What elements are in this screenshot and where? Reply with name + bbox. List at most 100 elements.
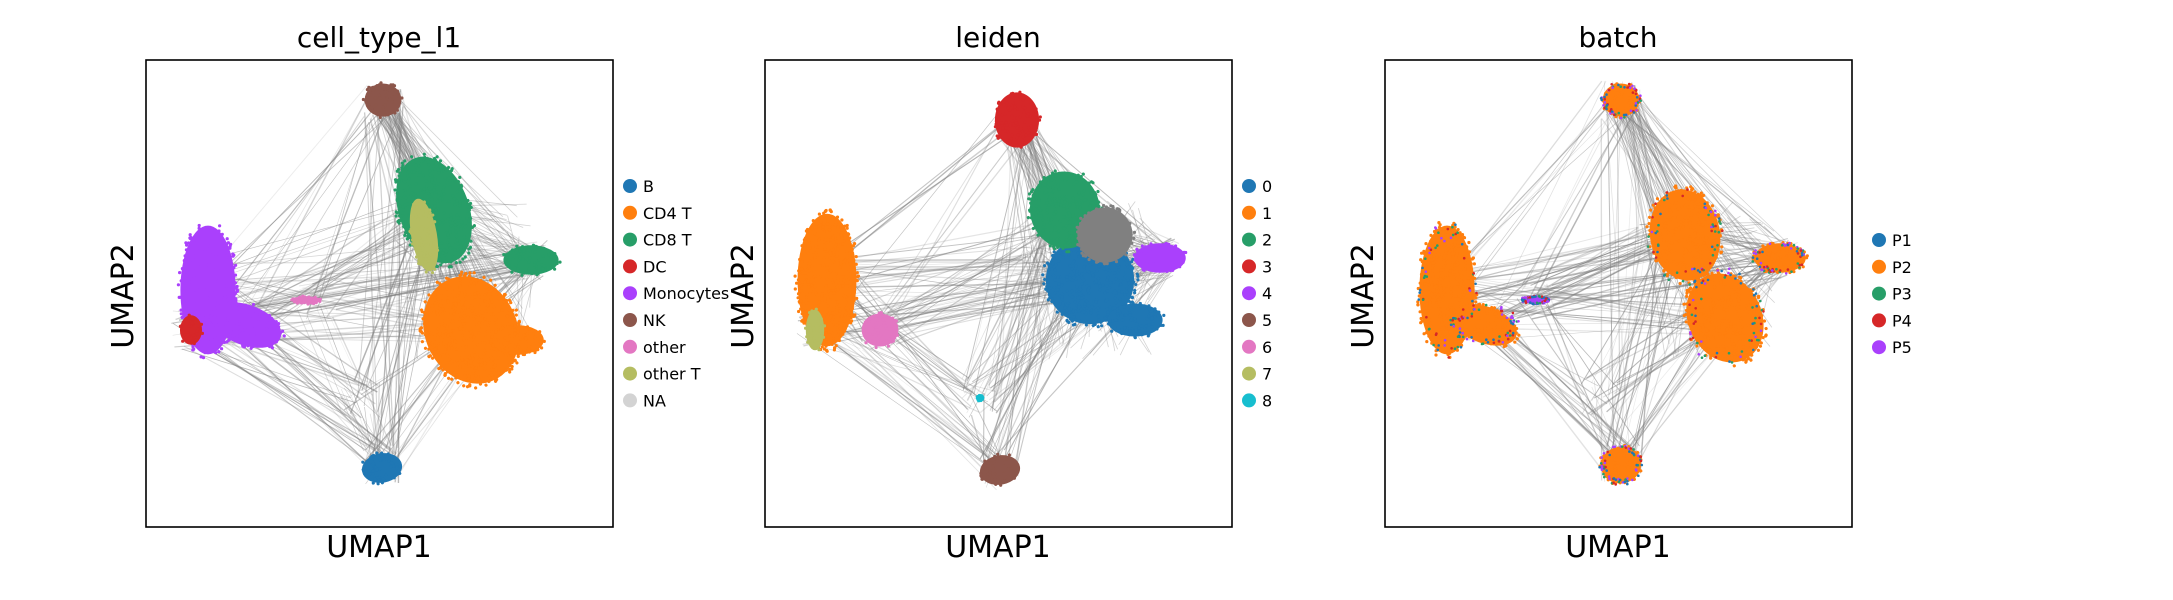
cell-cluster [502, 243, 562, 277]
legend-item: P3 [1872, 285, 1912, 304]
panel-title: batch [1578, 21, 1657, 54]
panel-title: leiden [955, 21, 1041, 54]
plot-area [171, 81, 562, 486]
legend-item: NK [623, 311, 666, 330]
axes-frame [145, 59, 614, 528]
x-axis-label: UMAP1 [1565, 530, 1671, 565]
legend-marker [1242, 232, 1256, 247]
legend-marker [1242, 393, 1256, 408]
legend-item: Monocytes [623, 284, 729, 303]
cell-cluster [408, 198, 440, 275]
cell-cluster [1103, 301, 1166, 340]
legend-label: CD4 T [643, 204, 692, 223]
cell-cluster [975, 393, 985, 403]
y-axis-label: UMAP2 [106, 243, 141, 349]
legend-item: P4 [1872, 311, 1912, 330]
legend-item: 1 [1242, 204, 1272, 223]
legend-marker [1872, 259, 1886, 274]
legend-item: 5 [1242, 311, 1272, 330]
legend-label: P2 [1892, 258, 1912, 277]
legend-marker [1242, 205, 1256, 220]
cell-cluster [207, 301, 286, 350]
legend-marker [623, 232, 637, 247]
cell-cluster [361, 81, 404, 119]
legend-label: 8 [1262, 391, 1272, 410]
panel-cell-type-l1: cell_type_l1 UMAP1 UMAP2 B CD4 T CD8 T DC Mo… [106, 21, 729, 565]
x-axis-label: UMAP1 [326, 530, 432, 565]
legend: B CD4 T CD8 T DC Monocytes NK other other T NA [623, 177, 729, 410]
legend-item: 0 [1242, 177, 1272, 196]
legend-label: 7 [1262, 365, 1272, 384]
legend-item: 2 [1242, 231, 1272, 250]
legend-label: other [643, 338, 686, 357]
legend-marker [1872, 340, 1886, 355]
plot-area [793, 90, 1188, 491]
cell-cluster [979, 452, 1021, 487]
legend-marker [1872, 313, 1886, 328]
legend-marker [1872, 233, 1886, 247]
legend-item: 4 [1242, 284, 1272, 303]
legend-label: DC [643, 257, 667, 276]
legend-marker [1242, 179, 1256, 193]
legend-marker [623, 259, 637, 274]
legend-item: 7 [1242, 365, 1272, 384]
legend-marker [1242, 313, 1256, 327]
legend-marker [1242, 259, 1256, 274]
cell-cluster [361, 451, 403, 486]
legend-label: 4 [1262, 284, 1272, 303]
y-axis-label: UMAP2 [726, 243, 761, 349]
axes-frame [764, 59, 1233, 528]
legend-label: 6 [1262, 338, 1272, 357]
panel-leiden: leiden UMAP1 UMAP2 0 1 2 3 4 5 6 7 8 [726, 21, 1272, 565]
legend-item: P2 [1872, 258, 1912, 277]
cell-cluster [418, 270, 524, 390]
legend-label: 1 [1262, 204, 1272, 223]
legend-marker [623, 366, 637, 381]
legend-item: other [623, 338, 686, 357]
panel-batch: batch UMAP1 UMAP2 P1 P2 P3 P4 P5 [1346, 21, 1912, 565]
legend-marker [1242, 286, 1256, 301]
legend-label: P1 [1892, 231, 1912, 250]
legend-marker [623, 393, 637, 408]
legend-marker [623, 339, 637, 354]
y-axis-label: UMAP2 [1346, 243, 1381, 349]
legend-label: 5 [1262, 311, 1272, 330]
legend-item: CD4 T [623, 204, 692, 223]
x-axis-label: UMAP1 [945, 530, 1051, 565]
cell-cluster [1075, 203, 1137, 266]
legend-label: CD8 T [643, 231, 692, 250]
legend: P1 P2 P3 P4 P5 [1872, 231, 1912, 357]
legend-label: P3 [1892, 285, 1912, 304]
legend-marker [623, 313, 637, 327]
legend-label: Monocytes [643, 284, 729, 303]
batch-speckles [1417, 82, 1805, 486]
legend-marker [1242, 339, 1256, 354]
legend-item: P1 [1872, 231, 1912, 250]
legend-item: DC [623, 257, 667, 276]
legend-item: B [623, 177, 654, 196]
cell-cluster [861, 311, 899, 350]
legend-label: other T [643, 365, 701, 384]
legend-label: B [643, 177, 654, 196]
legend-label: P5 [1892, 338, 1912, 357]
legend-item: CD8 T [623, 231, 692, 250]
cell-cluster [489, 324, 546, 357]
legend-item: other T [623, 365, 701, 384]
cell-cluster [804, 307, 827, 352]
legend-item: 3 [1242, 257, 1272, 276]
legend-marker [1872, 286, 1886, 301]
cell-cluster [1598, 443, 1643, 486]
axes-frame [1384, 59, 1853, 528]
cell-cluster [178, 313, 204, 346]
legend-marker [623, 286, 637, 301]
legend-item: 8 [1242, 391, 1272, 410]
legend-label: NA [643, 391, 666, 410]
legend: 0 1 2 3 4 5 6 7 8 [1242, 177, 1272, 410]
legend-marker [623, 205, 637, 220]
legend-item: P5 [1872, 338, 1912, 357]
cell-cluster [1645, 184, 1724, 286]
legend-label: 3 [1262, 257, 1272, 276]
legend-marker [623, 179, 637, 193]
cell-cluster [1682, 268, 1768, 368]
